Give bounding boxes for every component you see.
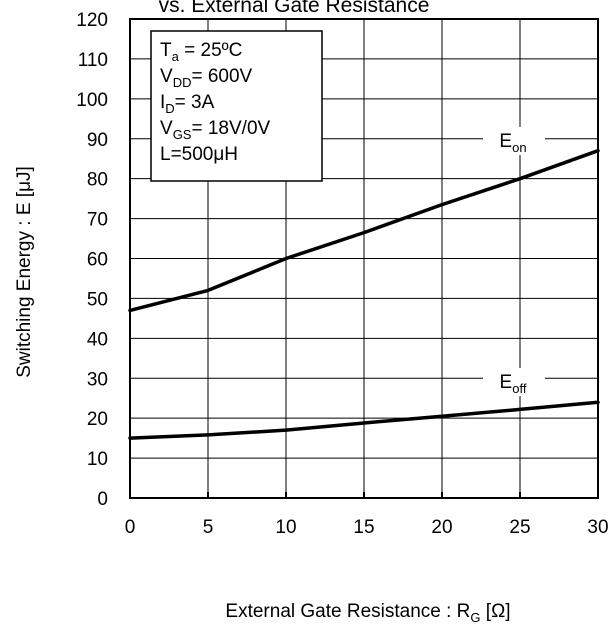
y-tick-label: 40 <box>87 329 108 350</box>
y-tick-label: 20 <box>87 409 108 430</box>
series-label-e-on: Eon <box>499 131 526 155</box>
plot-frame <box>129 18 599 499</box>
y-axis-label: Switching Energy : E [μJ] <box>14 166 35 378</box>
series-label-background <box>483 127 545 155</box>
condition-line: VGS= 18V/0V <box>160 118 271 142</box>
conditions-box-border <box>150 30 323 182</box>
x-tick-label: 30 <box>587 517 608 538</box>
condition-line: ID= 3A <box>160 92 215 116</box>
x-tick-label: 10 <box>275 517 296 538</box>
series-label-background <box>483 368 545 396</box>
condition-line: Ta = 25ºC <box>160 40 242 64</box>
x-axis-label-sub: G <box>470 610 480 625</box>
y-tick-label: 80 <box>87 170 108 191</box>
x-tick-label: 5 <box>203 517 214 538</box>
y-tick-label: 10 <box>87 449 108 470</box>
chart-title: vs. External Gate Resistance <box>159 0 430 17</box>
x-axis-label: External Gate Resistance : RG [Ω] <box>225 601 510 625</box>
condition-line: VDD= 600V <box>160 66 253 90</box>
x-tick-label: 0 <box>125 517 136 538</box>
x-tick-label: 25 <box>509 517 530 538</box>
y-tick-label: 70 <box>87 210 108 231</box>
series-lines <box>128 148 600 440</box>
y-tick-label: 0 <box>97 489 108 510</box>
series-line-e-on <box>128 148 600 313</box>
y-tick-label: 30 <box>87 369 108 390</box>
y-tick-labels: 0 10 20 30 40 50 60 70 80 90 100 110 120 <box>76 10 108 510</box>
y-tick-label: 90 <box>87 130 108 151</box>
y-tick-label: 120 <box>76 10 108 31</box>
y-tick-label: 100 <box>76 90 108 111</box>
series-label-e-off: Eoff <box>500 372 527 396</box>
x-tick-labels: 0 5 10 15 20 25 30 <box>125 517 609 538</box>
x-axis-label-unit: [Ω] <box>481 601 511 622</box>
x-tick-label: 15 <box>353 517 374 538</box>
x-axis-label-main: External Gate Resistance : R <box>225 601 470 622</box>
x-tick-label: 20 <box>431 517 452 538</box>
series-line-e-off <box>128 400 600 440</box>
condition-line: L=500μH <box>160 144 238 165</box>
y-tick-label: 60 <box>87 250 108 271</box>
series-labels: Eon Eoff <box>483 127 545 396</box>
y-tick-label: 110 <box>78 50 108 71</box>
y-tick-label: 50 <box>87 289 108 310</box>
